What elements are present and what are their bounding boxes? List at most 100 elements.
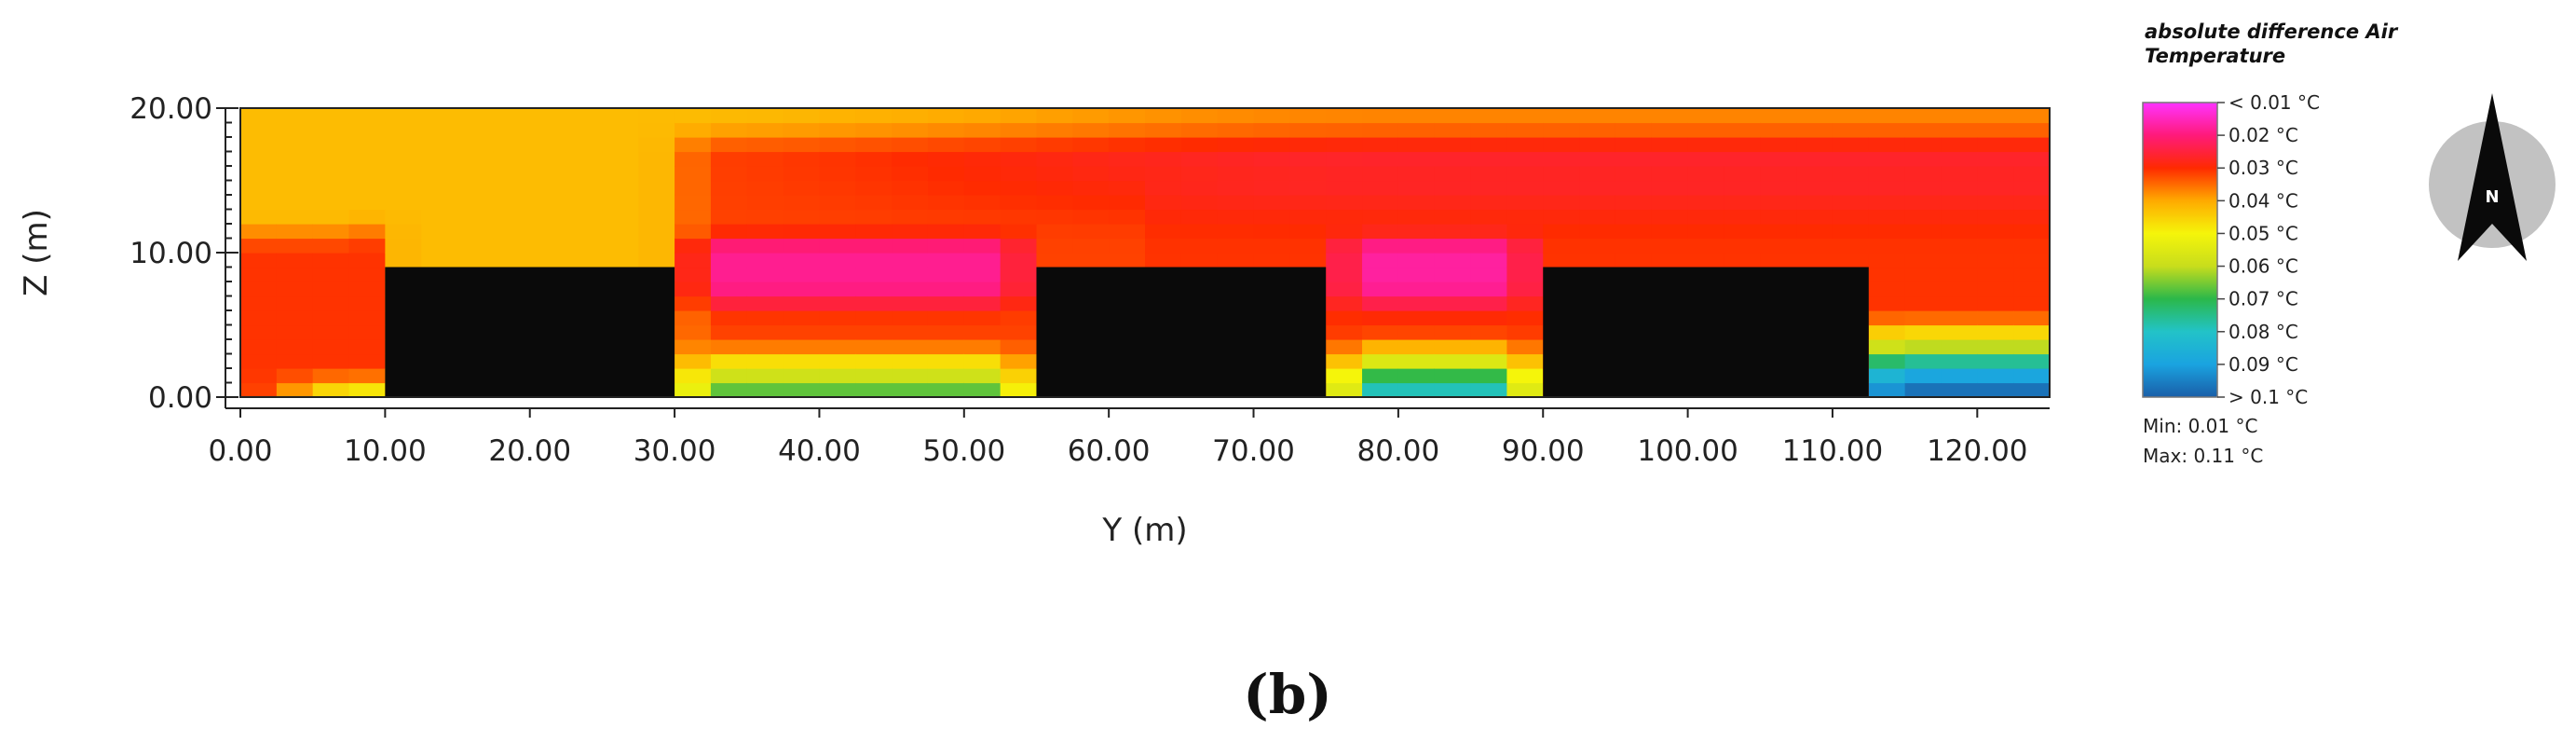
heatmap-cell xyxy=(1326,122,1363,138)
heatmap-cell xyxy=(421,209,458,225)
heatmap-cell xyxy=(1434,267,1472,282)
heatmap-cell xyxy=(675,238,712,254)
heatmap-cell xyxy=(675,224,712,240)
heatmap-cell xyxy=(1326,137,1363,153)
heatmap-cell xyxy=(240,108,278,124)
heatmap-cell xyxy=(1724,209,1761,225)
heatmap-cell xyxy=(240,339,278,355)
legend-label: 0.08 °C xyxy=(2228,321,2298,343)
heatmap-cell xyxy=(1977,253,2014,268)
legend-title: absolute difference Air Temperature xyxy=(2145,21,2399,67)
heatmap-cell xyxy=(1217,238,1255,254)
heatmap-cell xyxy=(1000,122,1038,138)
heatmap-cell xyxy=(1180,180,1219,196)
heatmap-cell xyxy=(276,151,314,167)
heatmap-cell xyxy=(1543,137,1580,153)
heatmap-cell xyxy=(1397,295,1436,311)
heatmap-cell xyxy=(638,209,675,225)
heatmap-cell xyxy=(1506,137,1544,153)
heatmap-cell xyxy=(312,282,350,297)
heatmap-cell xyxy=(1977,282,2014,297)
heatmap-cell xyxy=(1977,224,2014,240)
heatmap-cell xyxy=(493,253,531,268)
heatmap-cell xyxy=(927,151,965,167)
heatmap-cell xyxy=(783,382,821,398)
heatmap-cell xyxy=(1941,180,1978,196)
heatmap-cell xyxy=(892,353,929,369)
heatmap-cell xyxy=(1941,151,1978,167)
heatmap-cell xyxy=(348,339,386,355)
north-arrow-icon xyxy=(2458,93,2527,261)
x-tick-label: 20.00 xyxy=(488,434,571,468)
heatmap-cell xyxy=(1326,324,1363,340)
heatmap-cell xyxy=(1687,180,1725,196)
heatmap-cell xyxy=(240,253,278,268)
heatmap-cell xyxy=(348,224,386,240)
heatmap-cell xyxy=(566,166,603,182)
heatmap-cell xyxy=(1470,382,1507,398)
heatmap-cell xyxy=(963,122,1002,138)
heatmap-cell xyxy=(1904,282,1942,297)
heatmap-cell xyxy=(1506,166,1544,182)
heatmap-cell xyxy=(1868,282,1906,297)
heatmap-cell xyxy=(348,151,386,167)
heatmap-cell xyxy=(1036,224,1073,240)
heatmap-cell xyxy=(1941,224,1978,240)
heatmap-cell xyxy=(963,267,1002,282)
heatmap-cell xyxy=(1470,295,1507,311)
heatmap-cell xyxy=(1397,339,1436,355)
heatmap-cell xyxy=(1470,195,1507,211)
heatmap-cell xyxy=(493,238,531,254)
heatmap-cell xyxy=(1977,137,2014,153)
heatmap-cell xyxy=(1579,224,1616,240)
heatmap-cell xyxy=(819,180,856,196)
heatmap-cell xyxy=(1397,253,1436,268)
heatmap-cell xyxy=(1904,122,1942,138)
heatmap-cell xyxy=(1326,166,1363,182)
heatmap-cell xyxy=(1941,195,1978,211)
heatmap-cell xyxy=(1180,224,1219,240)
heatmap-cell xyxy=(855,166,893,182)
heatmap-cell xyxy=(1615,195,1653,211)
heatmap-cell xyxy=(602,209,639,225)
heatmap-cell xyxy=(240,209,278,225)
heatmap-cell xyxy=(1470,224,1507,240)
heatmap-cell xyxy=(855,195,893,211)
heatmap-cell xyxy=(1615,108,1653,124)
heatmap-cell xyxy=(385,209,422,225)
heatmap-cell xyxy=(638,224,675,240)
heatmap-cell xyxy=(457,195,495,211)
heatmap-cell xyxy=(2013,180,2051,196)
heatmap-cell xyxy=(1000,310,1038,326)
heatmap-cell xyxy=(927,368,965,384)
heatmap-cell xyxy=(892,368,929,384)
heatmap-cell xyxy=(1796,166,1833,182)
heatmap-cell xyxy=(1724,180,1761,196)
heatmap-cell xyxy=(2013,108,2051,124)
heatmap-cell xyxy=(1868,310,1906,326)
heatmap-cell xyxy=(493,108,531,124)
heatmap-cell xyxy=(1397,238,1436,254)
heatmap-cell xyxy=(1506,209,1544,225)
heatmap-cell xyxy=(1941,353,1978,369)
heatmap-cell xyxy=(1397,209,1436,225)
heatmap-cell xyxy=(348,282,386,297)
legend-min: Min: 0.01 °C xyxy=(2143,415,2257,437)
heatmap-cell xyxy=(1470,253,1507,268)
heatmap-cell xyxy=(1109,253,1146,268)
heatmap-cell xyxy=(1796,151,1833,167)
heatmap-cell xyxy=(1977,324,2014,340)
heatmap-cell xyxy=(710,137,748,153)
heatmap-cell xyxy=(1289,166,1327,182)
heatmap-cell xyxy=(1000,382,1038,398)
heatmap-cell xyxy=(1362,238,1399,254)
heatmap-cell xyxy=(1977,180,2014,196)
heatmap-cell xyxy=(1904,180,1942,196)
heatmap-cell xyxy=(1362,195,1399,211)
heatmap-cell xyxy=(1289,195,1327,211)
heatmap-cell xyxy=(1072,122,1110,138)
heatmap-cell xyxy=(493,122,531,138)
heatmap-cell xyxy=(1904,253,1942,268)
heatmap-cell xyxy=(312,324,350,340)
heatmap-cell xyxy=(1832,166,1870,182)
